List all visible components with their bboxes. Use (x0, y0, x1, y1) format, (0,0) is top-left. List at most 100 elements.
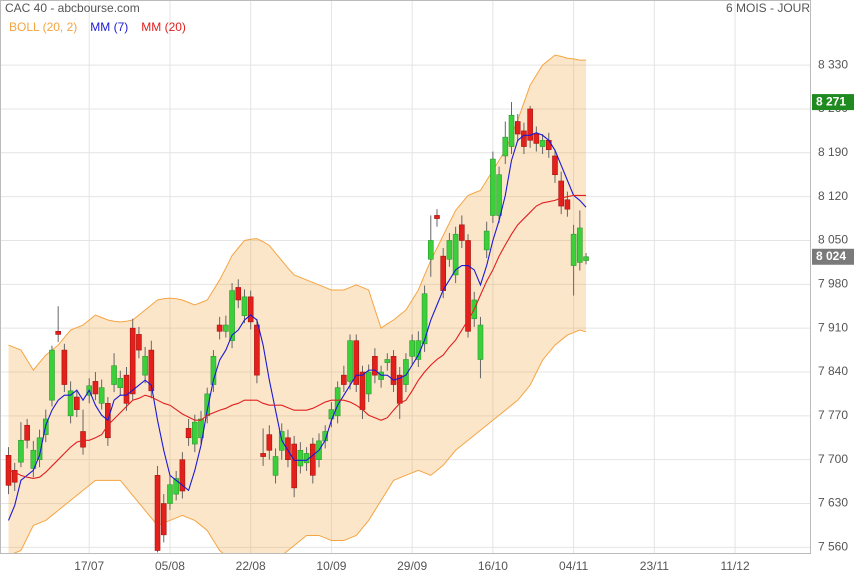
candle-body (577, 227, 583, 263)
candle-body (558, 180, 564, 207)
band-area (8, 55, 587, 553)
candle-body (365, 371, 372, 395)
y-tick-label: 7 560 (818, 540, 848, 554)
x-tick-label: 22/08 (236, 559, 266, 573)
legend-label: BOLL (20, 2) (9, 20, 77, 34)
y-tick-label: 7 770 (818, 408, 848, 422)
x-tick-label: 10/09 (316, 559, 346, 573)
price-box (812, 94, 854, 111)
y-tick-label: 7 700 (818, 452, 848, 466)
candle-body (74, 396, 80, 410)
candle-body (353, 340, 360, 385)
candle-body (452, 233, 459, 276)
candle-body (409, 340, 415, 357)
candle-body (384, 359, 391, 363)
candle-body (303, 453, 310, 464)
candle-body (527, 108, 533, 141)
plot-area (5, 54, 589, 553)
legend: BOLL (20, 2) MM (7) MM (20) (9, 20, 186, 34)
candle-body (309, 443, 316, 476)
candle-body (185, 428, 192, 439)
candle-body (533, 133, 540, 144)
candle-body (11, 470, 18, 483)
chart-subtitle: 6 MOIS - JOUR (726, 1, 810, 15)
candle-body (192, 421, 198, 445)
candle-body (266, 434, 273, 451)
x-tick-label: 16/10 (478, 559, 508, 573)
candle-body (179, 459, 186, 492)
legend-label: MM (20) (141, 20, 186, 34)
candle-body (496, 174, 502, 216)
candle-body (235, 287, 242, 301)
x-tick-label: 17/07 (74, 559, 104, 573)
candle-body (477, 324, 484, 360)
candle-body (36, 437, 43, 460)
candle-body (229, 290, 235, 341)
candle-body (465, 240, 471, 332)
candle-body (49, 349, 55, 401)
candle-body (148, 349, 155, 392)
y-tick-label: 8 120 (818, 189, 848, 203)
candle-body (142, 356, 148, 376)
candle-body (341, 374, 347, 385)
legend-label: MM (7) (90, 20, 128, 34)
candle-body (129, 327, 136, 395)
candle-body (111, 365, 117, 385)
candle-body (160, 503, 167, 536)
candle-body (167, 484, 173, 504)
price-label: 8 271 (816, 94, 846, 108)
x-tick-label: 23/11 (640, 559, 669, 573)
y-tick-label: 7 630 (818, 496, 848, 510)
candle-body (378, 371, 384, 380)
candle-body (98, 387, 105, 404)
band-line (13, 329, 587, 553)
ma-line (8, 194, 587, 480)
candle-body (508, 114, 515, 147)
candle-body (545, 139, 552, 150)
candle-body (272, 456, 279, 476)
chart-title: CAC 40 - abcbourse.com (5, 1, 140, 15)
plot-border (0, 0, 811, 554)
candle-body (583, 256, 589, 261)
candle-body (372, 356, 378, 376)
candle-body (136, 334, 142, 351)
grid (0, 0, 810, 553)
candle-body (459, 224, 465, 241)
candle-body (421, 293, 428, 345)
candle-body (490, 158, 496, 216)
candle-body (254, 324, 260, 376)
candle-body (24, 424, 30, 441)
candle-body (502, 136, 509, 157)
candle-body (67, 390, 74, 417)
axes: 7 560 7 630 7 700 7 770 7 840 7 910 7 980 8 050… (74, 57, 854, 573)
candle-body (223, 324, 229, 332)
candle-body (123, 374, 130, 404)
candle-body (260, 453, 266, 457)
candle-body (514, 121, 521, 135)
candle-body (359, 371, 366, 410)
candle-body (347, 340, 353, 382)
candle-body (483, 230, 490, 251)
ma-line (7, 132, 587, 521)
candle-body (539, 139, 546, 147)
candle-body (285, 437, 291, 460)
candle-body (570, 233, 577, 266)
candle-body (241, 296, 248, 316)
x-tick-label: 11/12 (720, 559, 749, 573)
candle-body (552, 155, 558, 176)
y-tick-label: 7 980 (818, 277, 848, 291)
candle-body (18, 439, 24, 463)
candle-body (521, 130, 527, 147)
price-box (812, 248, 854, 265)
candle-body (117, 377, 124, 388)
candle-body (80, 431, 86, 448)
candle-body (55, 330, 61, 335)
candle-body (434, 215, 440, 219)
band-line (8, 54, 587, 371)
price-label: 8 024 (816, 249, 846, 263)
candle-body (291, 443, 297, 489)
candle-body (154, 475, 161, 551)
candle-body (173, 478, 179, 495)
